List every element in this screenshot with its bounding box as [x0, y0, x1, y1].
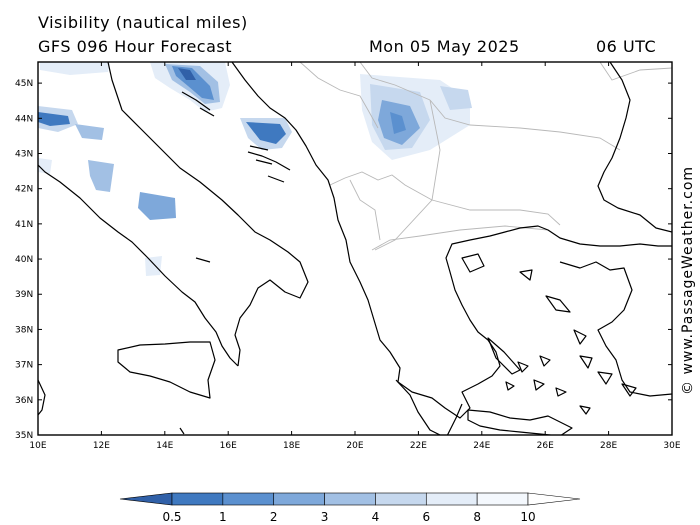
colorbar-label: 3	[321, 510, 329, 524]
colorbar-label: 4	[372, 510, 380, 524]
lon-label: 24E	[473, 441, 490, 451]
lat-label: 43N	[15, 149, 33, 159]
colorbar-label: 8	[473, 510, 481, 524]
colorbar-label: 10	[520, 510, 535, 524]
latitude-axis: 45N 44N 43N 42N 41N 40N 39N 38N 37N 36N 35N	[15, 79, 672, 441]
lon-label: 14E	[156, 441, 173, 451]
colorbar-swatch	[273, 492, 325, 506]
lat-label: 36N	[15, 396, 33, 406]
colorbar-label: 2	[270, 510, 278, 524]
lat-label: 37N	[15, 361, 33, 371]
forecast-date: Mon 05 May 2025	[369, 37, 520, 56]
country-borders	[299, 62, 672, 251]
colorbar-swatch	[324, 492, 376, 506]
lat-label: 35N	[15, 431, 33, 441]
lon-label: 22E	[410, 441, 427, 451]
lon-label: 16E	[220, 441, 237, 451]
colorbar-swatch	[171, 492, 224, 506]
lat-label: 38N	[15, 325, 33, 335]
colorbar-label: 1	[219, 510, 227, 524]
colorbar-max-extend	[527, 492, 581, 506]
visibility-shading	[38, 62, 472, 276]
coastlines	[38, 62, 672, 435]
visibility-colorbar: 0.5 1 2 3 4 6 8 10	[119, 492, 581, 524]
colorbar-label: 0.5	[162, 510, 181, 524]
lon-label: 30E	[663, 441, 680, 451]
lon-label: 10E	[29, 441, 46, 451]
website-credit: © www.PassageWeather.com	[680, 165, 696, 395]
colorbar-swatch	[375, 492, 427, 506]
lon-label: 20E	[346, 441, 363, 451]
lon-label: 12E	[93, 441, 110, 451]
lon-label: 18E	[283, 441, 300, 451]
colorbar-swatch	[476, 492, 529, 506]
colorbar-swatch	[425, 492, 478, 506]
map-frame	[37, 61, 673, 436]
longitude-axis: 10E 12E 14E 16E 18E 20E 22E 24E 26E 28E 30E	[29, 62, 681, 451]
lat-label: 40N	[15, 255, 33, 265]
chart-title: Visibility (nautical miles)	[38, 13, 248, 32]
colorbar-label: 6	[422, 510, 430, 524]
lon-label: 26E	[537, 441, 554, 451]
lat-label: 42N	[15, 185, 33, 195]
forecast-time: 06 UTC	[596, 37, 657, 56]
colorbar-min-extend	[119, 492, 173, 506]
lat-label: 41N	[15, 220, 33, 230]
lat-label: 39N	[15, 290, 33, 300]
lat-label: 44N	[15, 114, 33, 124]
forecast-label: GFS 096 Hour Forecast	[38, 37, 233, 56]
lon-label: 28E	[600, 441, 617, 451]
colorbar-swatch	[222, 492, 275, 506]
lat-label: 45N	[15, 79, 33, 89]
